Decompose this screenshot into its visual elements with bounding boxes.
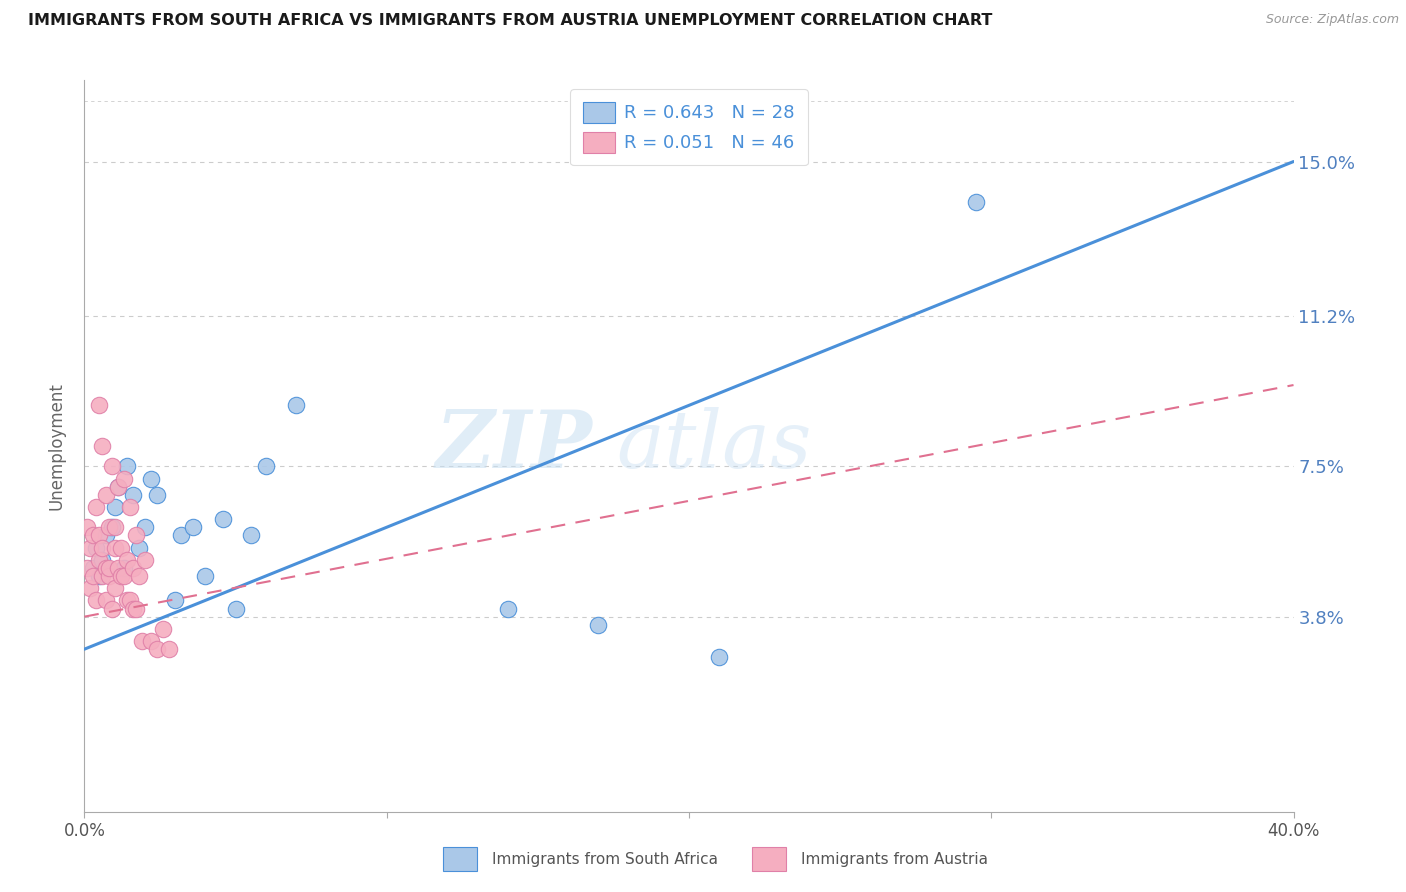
Point [254,459,277,474]
Y-axis label: Unemployment: Unemployment [48,382,66,510]
Point [165,593,187,607]
Point [97,561,120,575]
Point [115,459,138,474]
Point [125,528,148,542]
Point [121,561,143,575]
Point [588,617,610,632]
Point [285,398,308,412]
Point [170,528,193,542]
Point [118,593,141,607]
Point [79,541,101,555]
Point [107,480,129,494]
Text: Immigrants from South Africa: Immigrants from South Africa [492,853,718,867]
Point [100,459,122,474]
Point [89,553,111,567]
Point [139,634,162,648]
Point [91,569,114,583]
Point [79,581,101,595]
Point [146,488,169,502]
Point [709,650,731,665]
Point [139,471,162,485]
Point [86,500,108,514]
Point [496,601,519,615]
Point [121,601,143,615]
Point [131,634,153,648]
Text: atlas: atlas [616,408,811,484]
Point [89,569,111,583]
Point [89,398,111,412]
Point [225,601,247,615]
Point [194,569,217,583]
Legend: R = 0.643   N = 28, R = 0.051   N = 46: R = 0.643 N = 28, R = 0.051 N = 46 [571,89,807,165]
Point [94,561,117,575]
Point [97,569,120,583]
Point [965,195,987,210]
Text: IMMIGRANTS FROM SOUTH AFRICA VS IMMIGRANTS FROM AUSTRIA UNEMPLOYMENT CORRELATION: IMMIGRANTS FROM SOUTH AFRICA VS IMMIGRAN… [28,13,993,29]
Point [104,500,127,514]
Point [110,569,132,583]
Point [76,561,98,575]
Point [112,569,135,583]
Point [134,520,156,534]
Point [100,520,122,534]
Point [86,541,108,555]
Point [125,601,148,615]
Point [107,480,129,494]
Point [152,622,174,636]
Point [86,593,108,607]
Point [112,471,135,485]
Point [91,541,114,555]
Point [82,569,104,583]
Text: Source: ZipAtlas.com: Source: ZipAtlas.com [1265,13,1399,27]
Point [82,561,104,575]
Point [94,528,117,542]
Text: ZIP: ZIP [436,408,592,484]
Point [239,528,262,542]
Point [104,520,127,534]
Point [128,541,150,555]
Point [115,553,138,567]
Point [212,512,235,526]
Point [121,488,143,502]
Point [82,528,104,542]
Point [112,561,135,575]
Point [107,561,129,575]
Point [181,520,204,534]
Point [110,541,132,555]
Point [115,593,138,607]
Point [134,553,156,567]
Point [91,553,114,567]
Point [76,520,98,534]
Point [157,642,180,657]
Point [104,541,127,555]
Point [128,569,150,583]
Point [97,520,120,534]
Point [94,488,117,502]
Point [104,581,127,595]
Point [100,601,122,615]
Point [118,500,141,514]
Point [89,528,111,542]
Point [146,642,169,657]
Text: Immigrants from Austria: Immigrants from Austria [801,853,988,867]
Point [94,593,117,607]
Point [91,439,114,453]
